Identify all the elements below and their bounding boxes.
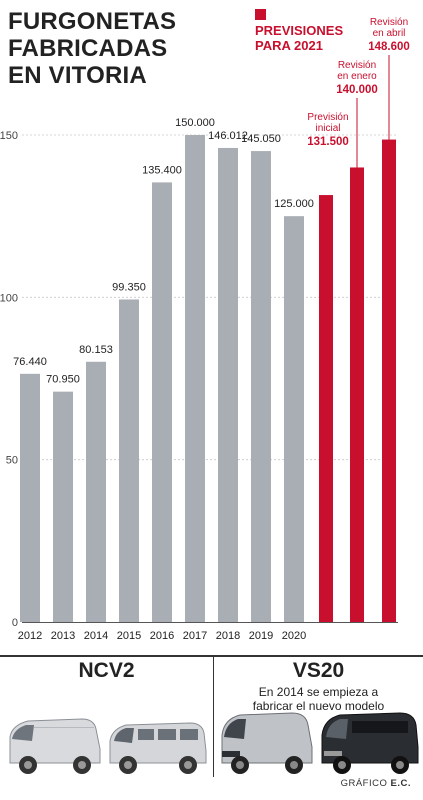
value-label-2016: 135.400 <box>142 164 182 176</box>
van-vs20-cargo-image <box>221 712 313 774</box>
model-ncv2-name: NCV2 <box>78 659 135 682</box>
projection-value-label: 148.600 <box>368 41 410 53</box>
projection-label-line-1: Revisión <box>370 17 408 28</box>
legend-label: PREVISIONES PARA 2021 <box>255 23 365 53</box>
y-axis: 0 50 100 150 <box>0 130 398 629</box>
van-ncv2-passenger-image <box>109 722 207 774</box>
credit-source: E.C. <box>390 778 411 789</box>
legend-line-1: PREVISIONES <box>255 23 344 38</box>
van-vs20-passenger-image <box>321 712 419 774</box>
vs20-note-line-1: En 2014 se empieza a <box>258 685 379 699</box>
projection-bar-3 <box>382 139 396 622</box>
bar-2016 <box>152 182 172 622</box>
value-label-2014: 80.153 <box>79 344 113 356</box>
projection-bar-1 <box>319 195 333 622</box>
value-label-2013: 70.950 <box>46 374 80 386</box>
value-label-2012: 76.440 <box>13 356 47 368</box>
legend-line-2: PARA 2021 <box>255 38 323 53</box>
projection-label-line-2: en enero <box>337 71 377 82</box>
models-divider <box>0 655 423 657</box>
title-line-1: FURGONETAS <box>8 8 177 35</box>
projection-bar-2 <box>350 167 364 622</box>
value-label-2018: 146.012 <box>208 130 248 142</box>
credit: GRÁFICO E.C. <box>341 778 411 789</box>
chart-title: FURGONETAS FABRICADAS EN VITORIA <box>8 8 176 89</box>
projection-label-line-1: Revisión <box>338 60 376 71</box>
x-tick-label: 2018 <box>216 630 240 642</box>
x-axis: 2012 2013 2014 2015 2016 2017 2018 2019 2020 <box>18 630 306 642</box>
value-label-2020: 125.000 <box>274 198 314 210</box>
projection-value-label: 140.000 <box>336 84 378 96</box>
projection-label-line-2: inicial <box>315 123 340 134</box>
bar-2013 <box>53 391 73 622</box>
title-line-3: EN VITORIA <box>8 62 147 89</box>
bar-2015 <box>119 299 139 622</box>
credit-prefix: GRÁFICO <box>340 778 388 789</box>
model-vs20-note: En 2014 se empieza a fabricar el nuevo m… <box>214 685 423 713</box>
x-tick-label: 2019 <box>249 630 273 642</box>
bar-chart: 0 50 100 150 76.440 70.950 80.153 99.350 135.40… <box>0 17 410 642</box>
bar-2020 <box>284 216 304 622</box>
x-tick-label: 2016 <box>150 630 174 642</box>
projection-value-label: 131.500 <box>307 136 349 148</box>
bar-2012 <box>20 373 40 622</box>
bar-2018 <box>218 147 238 623</box>
bars: 76.44070.95080.15399.350135.400150.00014… <box>13 117 314 623</box>
x-tick-label: 2020 <box>282 630 306 642</box>
models-separator <box>213 657 214 777</box>
value-label-2019: 145.050 <box>241 133 281 145</box>
y-tick-label: 150 <box>0 130 18 142</box>
value-label-2015: 99.350 <box>112 281 146 293</box>
x-tick-label: 2012 <box>18 630 42 642</box>
y-tick-label: 100 <box>0 292 18 304</box>
x-tick-label: 2017 <box>183 630 207 642</box>
projection-label-line-1: Previsión <box>307 112 348 123</box>
x-tick-label: 2013 <box>51 630 75 642</box>
vs20-note-line-2: fabricar el nuevo modelo <box>252 699 385 713</box>
bar-2014 <box>86 361 106 622</box>
bar-2019 <box>251 151 271 623</box>
y-tick-label: 50 <box>6 455 18 467</box>
x-tick-label: 2014 <box>84 630 108 642</box>
model-vs20-name: VS20 <box>292 659 345 682</box>
models-panel: NCV2 VS20 En 2014 se empieza a fabricar … <box>0 655 423 795</box>
y-tick-label: 0 <box>12 617 18 629</box>
grid-lines <box>22 134 398 461</box>
legend-swatch <box>255 9 266 20</box>
bar-2017 <box>185 135 205 622</box>
title-line-2: FABRICADAS <box>8 35 168 62</box>
projection-label-line-2: en abril <box>373 28 406 39</box>
value-label-2017: 150.000 <box>175 117 215 129</box>
x-tick-label: 2015 <box>117 630 141 642</box>
van-ncv2-cargo-image <box>9 718 101 774</box>
